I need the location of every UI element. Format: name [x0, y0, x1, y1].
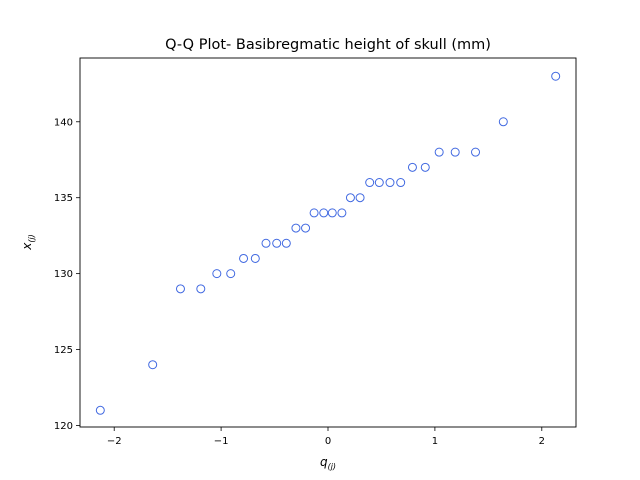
data-point: [148, 360, 158, 370]
data-point: [281, 238, 291, 248]
data-point: [420, 162, 430, 172]
data-point: [327, 208, 337, 218]
y-axis-label-sub: (j): [27, 234, 36, 242]
y-tick-label: 130: [54, 269, 73, 280]
y-axis-label-main: x: [20, 242, 34, 251]
data-point: [239, 253, 249, 263]
x-tick-label: −1: [214, 436, 229, 447]
data-point: [319, 208, 329, 218]
data-points: [95, 71, 561, 415]
x-axis-label-main: q: [320, 455, 328, 469]
data-point: [345, 193, 355, 203]
x-tick-label: −2: [107, 436, 122, 447]
x-tick-label: 1: [432, 436, 438, 447]
y-tick-label: 140: [54, 117, 73, 128]
data-point: [309, 208, 319, 218]
data-point: [291, 223, 301, 233]
data-point: [551, 71, 561, 81]
data-point: [385, 178, 395, 188]
x-tick-label: 2: [539, 436, 545, 447]
y-axis-label: x(j): [20, 234, 36, 251]
y-axis-ticks: 120 125 130 135 140: [54, 117, 80, 432]
y-tick-label: 120: [54, 421, 73, 432]
x-axis-label: q(j): [320, 455, 336, 471]
data-point: [337, 208, 347, 218]
data-point: [212, 269, 222, 279]
data-point: [498, 117, 508, 127]
data-point: [196, 284, 206, 294]
x-tick-label: 0: [325, 436, 331, 447]
data-point: [250, 253, 260, 263]
data-point: [261, 238, 271, 248]
x-axis-label-sub: (j): [328, 462, 336, 471]
data-point: [434, 147, 444, 157]
data-point: [301, 223, 311, 233]
data-point: [365, 178, 375, 188]
data-point: [355, 193, 365, 203]
data-point: [175, 284, 185, 294]
data-point: [450, 147, 460, 157]
chart-title: Q-Q Plot- Basibregmatic height of skull …: [165, 37, 491, 53]
data-point: [272, 238, 282, 248]
data-point: [396, 178, 406, 188]
data-point: [226, 269, 236, 279]
y-tick-label: 125: [54, 345, 73, 356]
data-point: [95, 405, 105, 415]
data-point: [374, 178, 384, 188]
x-axis-ticks: −2 −1 0 1 2: [107, 427, 545, 447]
data-point: [407, 162, 417, 172]
data-point: [471, 147, 481, 157]
y-tick-label: 135: [54, 193, 73, 204]
plot-area: [79, 57, 577, 428]
